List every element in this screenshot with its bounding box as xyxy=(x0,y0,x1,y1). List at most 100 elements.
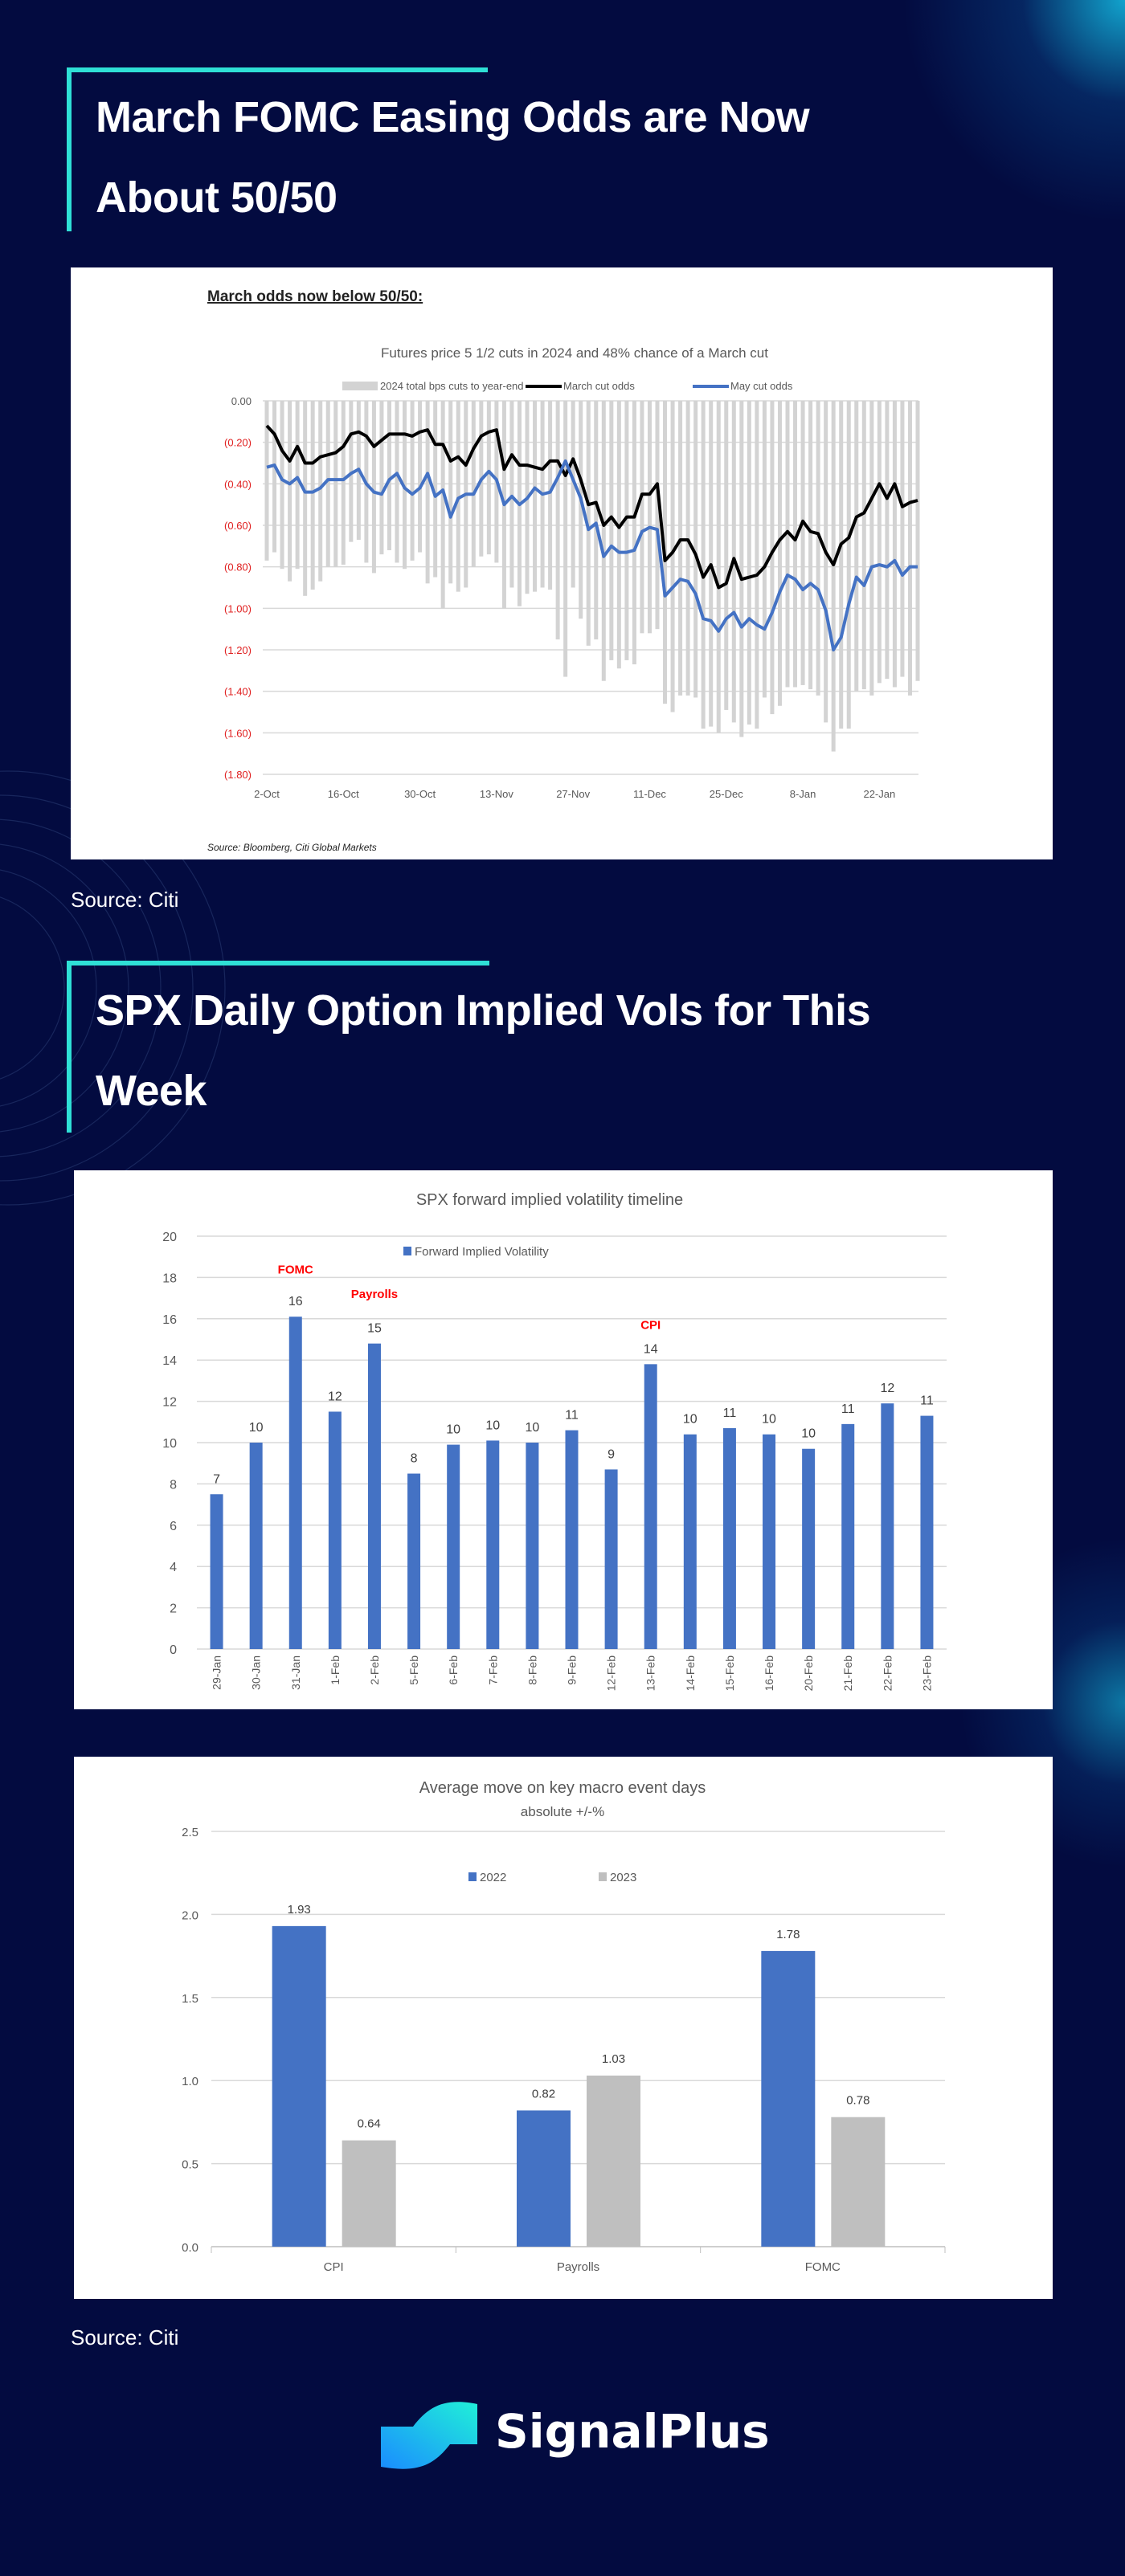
bar-total-cuts xyxy=(609,401,614,660)
bar-total-cuts xyxy=(655,401,660,630)
x-tick-label: 31-Jan xyxy=(289,1655,302,1690)
data-label: 11 xyxy=(841,1402,855,1416)
bar-total-cuts xyxy=(425,401,430,584)
bar-total-cuts xyxy=(264,401,269,561)
data-label: 11 xyxy=(723,1406,737,1420)
bar-total-cuts xyxy=(318,401,323,582)
bar-total-cuts xyxy=(440,401,445,609)
data-label: 7 xyxy=(213,1472,220,1486)
bar-total-cuts xyxy=(349,401,354,542)
legend-label: 2023 xyxy=(610,1871,636,1884)
data-label: 12 xyxy=(880,1382,894,1395)
x-tick-label: 5-Feb xyxy=(407,1655,420,1685)
bar-implied-vol xyxy=(722,1428,736,1649)
y-tick-label: 10 xyxy=(162,1437,177,1451)
legend-swatch xyxy=(599,1872,607,1881)
legend-swatch-bars xyxy=(342,382,378,390)
chart-heading: March odds now below 50/50: xyxy=(207,288,423,305)
bar-total-cuts xyxy=(777,401,782,706)
y-tick-label: 0.0 xyxy=(182,2241,198,2255)
data-label: 10 xyxy=(249,1421,264,1435)
x-tick-label: 14-Feb xyxy=(684,1655,697,1692)
bar-total-cuts xyxy=(594,401,599,640)
y-tick-label: 6 xyxy=(170,1520,177,1533)
bar-total-cuts xyxy=(616,401,621,669)
bar-total-cuts xyxy=(685,401,690,696)
bar-total-cuts xyxy=(647,401,652,634)
bar-total-cuts xyxy=(303,401,308,596)
bar-total-cuts xyxy=(486,401,491,555)
bar-implied-vol xyxy=(881,1403,894,1649)
bar-implied-vol xyxy=(604,1469,618,1649)
bar-total-cuts xyxy=(839,401,844,729)
bar-implied-vol xyxy=(644,1364,657,1649)
data-label: 10 xyxy=(485,1419,500,1432)
signalplus-logo-icon xyxy=(381,2402,477,2469)
x-tick-label: 22-Feb xyxy=(881,1655,894,1692)
bar-total-cuts xyxy=(907,401,912,696)
y-tick-label: (1.00) xyxy=(224,602,252,614)
data-label: 8 xyxy=(411,1452,418,1466)
y-tick-label: 0.00 xyxy=(231,395,252,407)
data-label: 0.78 xyxy=(846,2094,869,2108)
bar-2022 xyxy=(272,1925,326,2247)
bar-total-cuts xyxy=(456,401,460,592)
x-tick-label: 8-Jan xyxy=(790,788,816,800)
y-tick-label: (0.40) xyxy=(224,478,252,490)
y-tick-label: 8 xyxy=(170,1478,177,1492)
bar-implied-vol xyxy=(486,1440,500,1649)
bar-total-cuts xyxy=(831,401,836,752)
bar-total-cuts xyxy=(770,401,775,715)
bar-total-cuts xyxy=(747,401,751,725)
section2-heading: SPX Daily Option Implied Vols for This We… xyxy=(67,961,1068,1133)
bar-implied-vol xyxy=(407,1473,421,1649)
bar-total-cuts xyxy=(333,401,338,567)
bar-total-cuts xyxy=(793,401,798,688)
bar-total-cuts xyxy=(295,401,300,569)
accent-bar xyxy=(67,67,488,72)
bar-total-cuts xyxy=(325,401,330,567)
bar-total-cuts xyxy=(433,401,438,578)
bar-total-cuts xyxy=(310,401,315,590)
x-tick-label: 23-Feb xyxy=(920,1655,933,1692)
x-tick-label: 30-Jan xyxy=(250,1655,263,1690)
bar-total-cuts xyxy=(571,401,575,588)
chart-spx-implied-vol: SPX forward implied volatility timeline 0… xyxy=(74,1170,1053,1709)
x-tick-label: 15-Feb xyxy=(723,1655,736,1692)
chart-subtitle: absolute +/-% xyxy=(521,1804,604,1819)
y-tick-label: 2 xyxy=(170,1602,177,1616)
x-tick-label: FOMC xyxy=(805,2260,841,2274)
bar-total-cuts xyxy=(601,401,606,681)
bar-total-cuts xyxy=(624,401,629,660)
x-tick-label: 12-Feb xyxy=(605,1655,618,1692)
bar-2023 xyxy=(831,2117,886,2247)
bar-total-cuts xyxy=(410,401,415,561)
y-tick-label: 0 xyxy=(170,1643,177,1657)
data-label: 12 xyxy=(328,1390,342,1403)
data-label: 14 xyxy=(644,1342,658,1356)
x-tick-label: 1-Feb xyxy=(329,1655,342,1685)
data-label: 1.78 xyxy=(776,1928,800,1941)
bar-total-cuts xyxy=(678,401,683,696)
x-tick-label: Payrolls xyxy=(557,2260,599,2274)
bar-total-cuts xyxy=(739,401,744,737)
data-label: 10 xyxy=(683,1413,698,1427)
event-annotation: FOMC xyxy=(278,1263,313,1276)
y-tick-label: 1.0 xyxy=(182,2075,198,2088)
bar-total-cuts xyxy=(877,401,882,684)
bar-total-cuts xyxy=(509,401,514,588)
data-label: 10 xyxy=(762,1413,776,1427)
y-tick-label: 18 xyxy=(162,1272,177,1285)
bar-total-cuts xyxy=(555,401,560,640)
decorative-glow xyxy=(884,0,1125,241)
x-tick-label: 9-Feb xyxy=(566,1655,579,1685)
section1-title: March FOMC Easing Odds are Now About 50/5… xyxy=(72,67,1060,238)
data-label: 10 xyxy=(801,1427,816,1441)
accent-bar xyxy=(67,961,489,965)
x-tick-label: 16-Oct xyxy=(328,788,359,800)
title-line: About 50/50 xyxy=(96,174,338,222)
logo-wordmark: SignalPlus xyxy=(495,2404,770,2459)
y-tick-label: 2.5 xyxy=(182,1826,198,1839)
x-tick-label: 25-Dec xyxy=(710,788,743,800)
bar-total-cuts xyxy=(854,401,859,692)
